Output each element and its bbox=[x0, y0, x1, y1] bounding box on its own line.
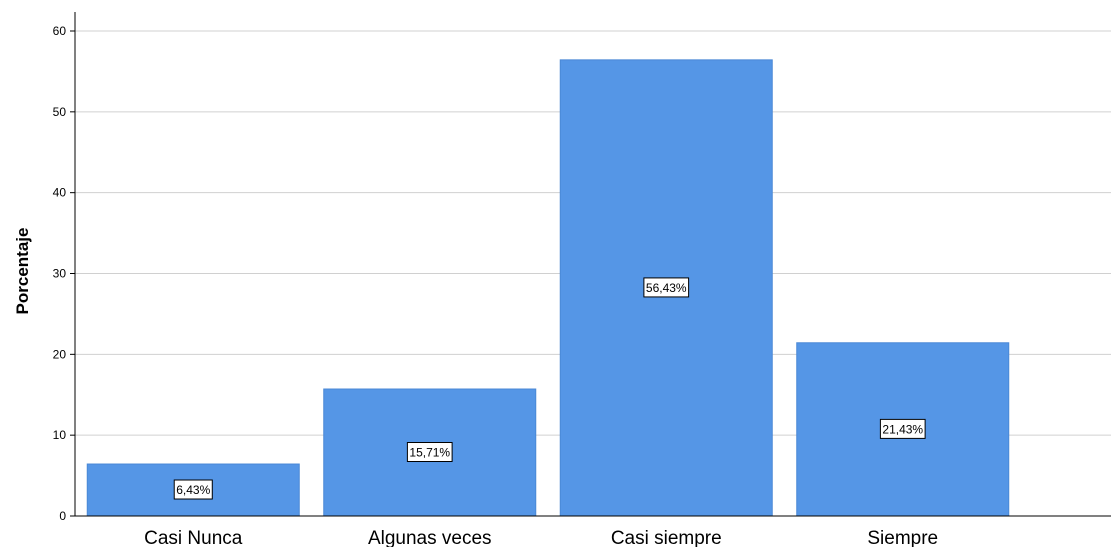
y-tick-label: 40 bbox=[53, 186, 67, 200]
data-label-box bbox=[643, 277, 690, 298]
bars bbox=[86, 59, 1010, 517]
data-labels: 6,43% 15,71% 56,43% 21,43% bbox=[173, 277, 926, 500]
data-label-text: 6,43% bbox=[176, 483, 210, 497]
y-tick-label: 0 bbox=[59, 509, 66, 523]
x-tick-labels: Casi Nunca Algunas veces Casi siempre Siemp… bbox=[144, 528, 938, 547]
data-label: 56,43% bbox=[643, 277, 690, 298]
data-label: 21,43% bbox=[879, 418, 926, 439]
y-tick-label: 10 bbox=[53, 428, 67, 442]
data-label-text: 21,43% bbox=[882, 422, 923, 436]
x-tick-label: Algunas veces bbox=[368, 528, 492, 547]
data-label-box bbox=[879, 418, 926, 439]
x-tick-label: Casi siempre bbox=[611, 528, 722, 547]
data-label-box bbox=[173, 479, 213, 500]
y-tick-label: 20 bbox=[53, 347, 67, 361]
y-tick-labels: 0 10 20 30 40 50 60 bbox=[53, 24, 75, 523]
x-tick-label: Siempre bbox=[867, 528, 938, 547]
y-tick-label: 50 bbox=[53, 105, 67, 119]
data-label: 15,71% bbox=[406, 442, 453, 463]
y-tick-label: 60 bbox=[53, 24, 67, 38]
x-tick-label: Casi Nunca bbox=[144, 528, 243, 547]
data-label-text: 15,71% bbox=[409, 446, 450, 460]
axes bbox=[74, 12, 1111, 517]
data-label-box bbox=[406, 442, 453, 463]
data-label-text: 56,43% bbox=[646, 281, 687, 295]
y-axis-title: Porcentaje bbox=[13, 228, 32, 315]
data-label: 6,43% bbox=[173, 479, 213, 500]
y-tick-label: 30 bbox=[53, 267, 67, 281]
